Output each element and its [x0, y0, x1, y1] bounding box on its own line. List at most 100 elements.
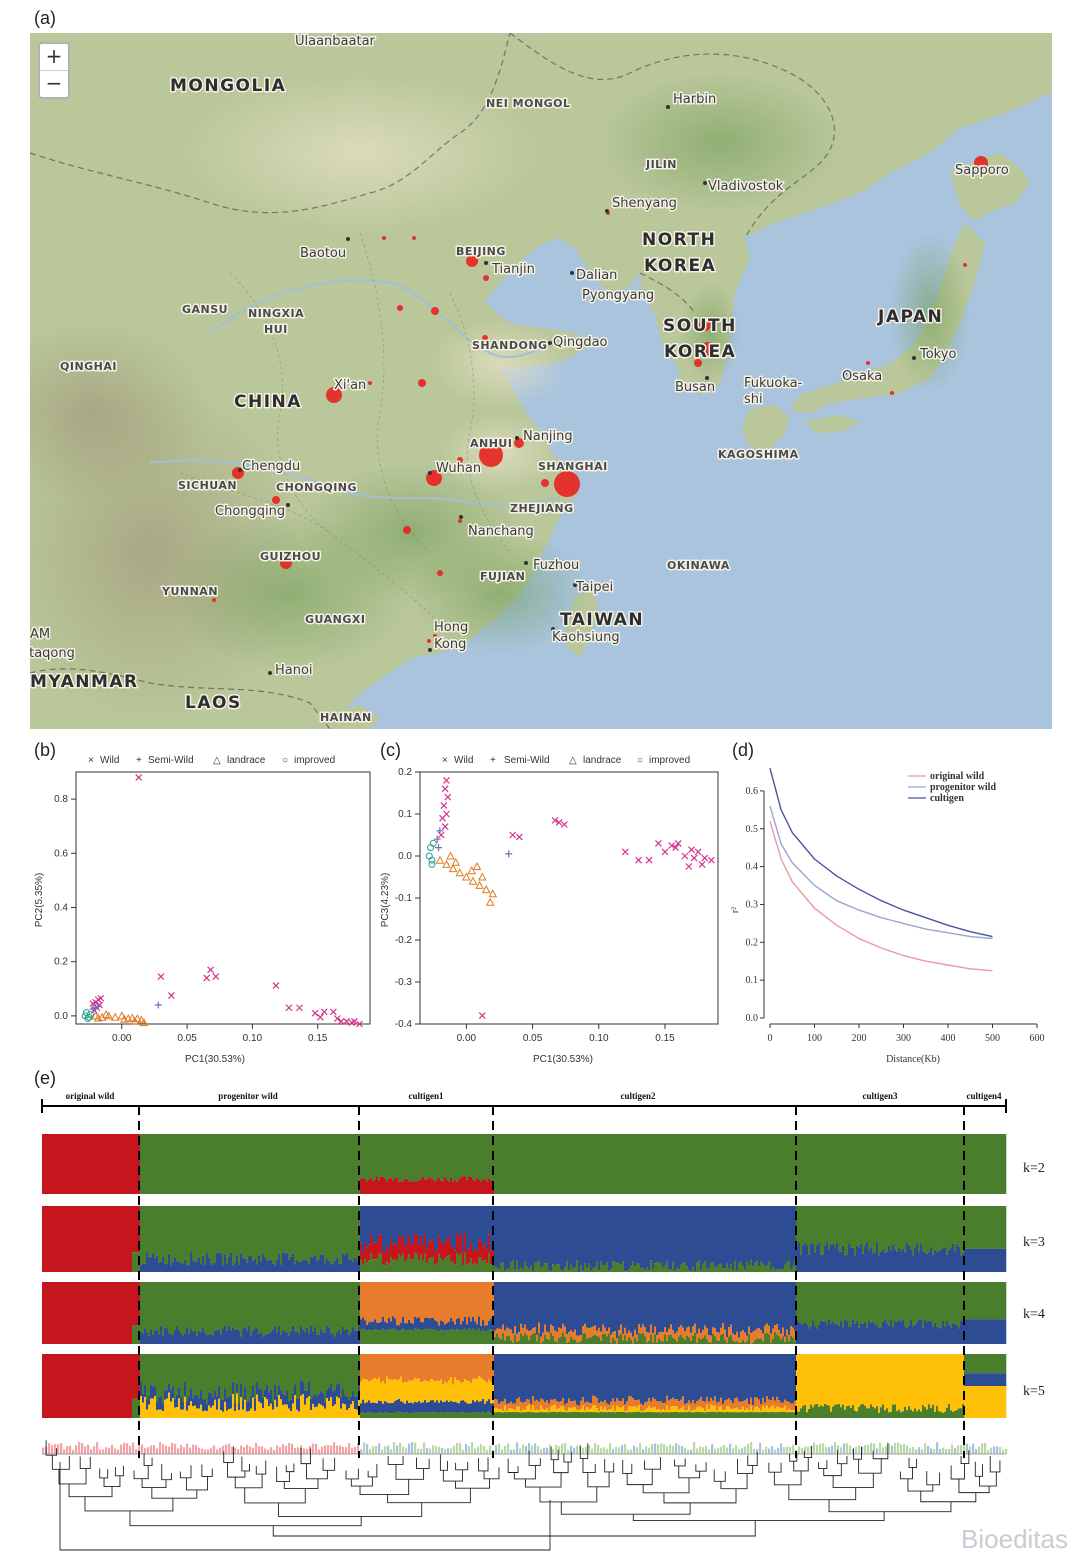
sample-point	[479, 443, 503, 467]
svg-text:SICHUAN: SICHUAN	[178, 479, 237, 492]
y-tick-label: 0.2	[54, 957, 68, 968]
svg-text:Nanchang: Nanchang	[468, 524, 534, 539]
y-tick-label: -0.3	[395, 977, 413, 988]
y-tick-label: 0.3	[746, 899, 759, 910]
japan-hokkaido	[950, 153, 1030, 221]
legend-c-wild: Wild	[454, 755, 473, 766]
svg-text:Nanjing: Nanjing	[523, 429, 573, 444]
svg-text:Pyongyang: Pyongyang	[582, 288, 654, 303]
semi-wild-point	[505, 850, 513, 858]
group-progenitor-wild: progenitor wild	[218, 1091, 277, 1101]
group-original-wild: original wild	[66, 1091, 115, 1101]
sample-map[interactable]: Ulaanbaatar MONGOLIA NEI MONGOL Harbin J…	[30, 33, 1052, 729]
sample-point	[212, 598, 216, 602]
y-tick-label: 0.1	[746, 975, 759, 986]
axes-b: 0.00 0.05 0.10 0.15 0.0 0.2 0.4 0.6 0.8	[54, 794, 328, 1044]
sample-point	[663, 158, 673, 168]
sample-point	[431, 307, 439, 315]
sample-point	[963, 263, 967, 267]
wild-point	[635, 856, 642, 864]
borders	[30, 33, 836, 729]
sample-point	[418, 379, 426, 387]
wild-point	[668, 842, 676, 849]
wild-point	[356, 1020, 363, 1028]
wild-point	[333, 1015, 341, 1023]
group-cultigen3: cultigen3	[863, 1091, 898, 1101]
sample-point	[437, 570, 443, 576]
map-canvas: Ulaanbaatar MONGOLIA NEI MONGOL Harbin J…	[30, 33, 1052, 729]
svg-text:OKINAWA: OKINAWA	[667, 559, 730, 572]
svg-text:ttaqong: ttaqong	[30, 646, 75, 661]
wild-point	[285, 1004, 293, 1012]
wild-point	[337, 1017, 345, 1025]
japan-shikoku	[805, 415, 860, 433]
sample-point	[699, 319, 711, 331]
landrace-point	[133, 1014, 142, 1023]
wild-point	[167, 992, 175, 999]
y-tick-label: 0.0	[398, 851, 412, 862]
sample-point	[427, 639, 431, 643]
sample-point	[458, 519, 462, 523]
landrace-point	[117, 1011, 127, 1020]
wild-point	[440, 802, 448, 810]
xlabel-b: PC1(30.53%)	[185, 1054, 245, 1065]
sample-point	[514, 438, 524, 448]
sample-point	[272, 496, 280, 504]
lines-d	[769, 768, 993, 972]
svg-text:Dalian: Dalian	[576, 268, 617, 283]
wild-point	[437, 831, 445, 839]
svg-text:GUIZHOU: GUIZHOU	[260, 550, 321, 563]
svg-text:Harbin: Harbin	[673, 92, 716, 107]
landrace-point	[101, 1009, 111, 1019]
zoom-out-button[interactable]: −	[45, 71, 63, 95]
wild-point	[698, 860, 706, 868]
y-tick-label: 0.0	[746, 1013, 759, 1024]
svg-text:MONGOLIA: MONGOLIA	[170, 76, 286, 96]
sample-point	[694, 359, 702, 367]
wild-point	[329, 1008, 337, 1016]
panel-d-letter: (d)	[732, 740, 754, 760]
wild-point	[320, 1008, 328, 1016]
sample-point	[326, 387, 342, 403]
legend-c-improved: improved	[649, 755, 690, 766]
semi-wild-point	[433, 835, 441, 843]
svg-text:Xi'an: Xi'an	[334, 378, 366, 393]
landrace-point	[104, 1011, 114, 1020]
legend-d: original wild progenitor wild cultigen	[908, 771, 996, 804]
svg-text:CHONGQING: CHONGQING	[276, 481, 357, 494]
svg-text:Osaka: Osaka	[842, 369, 882, 384]
x-tick-label: 0	[768, 1033, 773, 1044]
x-tick-label: 400	[941, 1033, 956, 1044]
svg-text:TAIWAN: TAIWAN	[560, 610, 644, 630]
landrace-point	[139, 1018, 149, 1027]
group-dividers	[138, 1106, 965, 1458]
legend-d-progenitor-wild: progenitor wild	[930, 782, 996, 793]
structure-plot: original wild progenitor wild cultigen1 …	[41, 1091, 1045, 1551]
svg-text:BEIJING: BEIJING	[456, 245, 506, 258]
zoom-in-button[interactable]: +	[40, 44, 68, 71]
sample-point	[403, 526, 411, 534]
y-tick-label: -0.1	[395, 893, 413, 904]
landrace-point	[446, 851, 455, 860]
wild-point	[654, 839, 662, 847]
x-tick-label: 0.05	[177, 1033, 197, 1044]
legend-c: × Wild + Semi-Wild △ landrace ○ improved	[442, 755, 690, 766]
legend-b-semi-wild: Semi-Wild	[148, 755, 194, 766]
svg-text:KOREA: KOREA	[644, 256, 716, 276]
svg-text:△: △	[213, 755, 221, 766]
x-tick-label: 0.15	[655, 1033, 675, 1044]
wild-point	[681, 852, 689, 860]
sample-point	[483, 275, 489, 281]
svg-text:+: +	[490, 755, 496, 766]
x-tick-label: 0.10	[243, 1033, 263, 1044]
group-cultigen1: cultigen1	[409, 1091, 444, 1101]
wild-point	[555, 818, 563, 826]
landrace-point	[451, 857, 461, 866]
svg-text:Fukuoka-: Fukuoka-	[744, 376, 803, 391]
svg-text:HAINAN: HAINAN	[320, 711, 372, 724]
svg-text:CHINA: CHINA	[234, 392, 302, 412]
wild-point	[509, 831, 517, 839]
sample-point	[280, 557, 292, 569]
svg-text:SHANGHAI: SHANGHAI	[538, 460, 608, 473]
sample-point	[412, 236, 416, 240]
